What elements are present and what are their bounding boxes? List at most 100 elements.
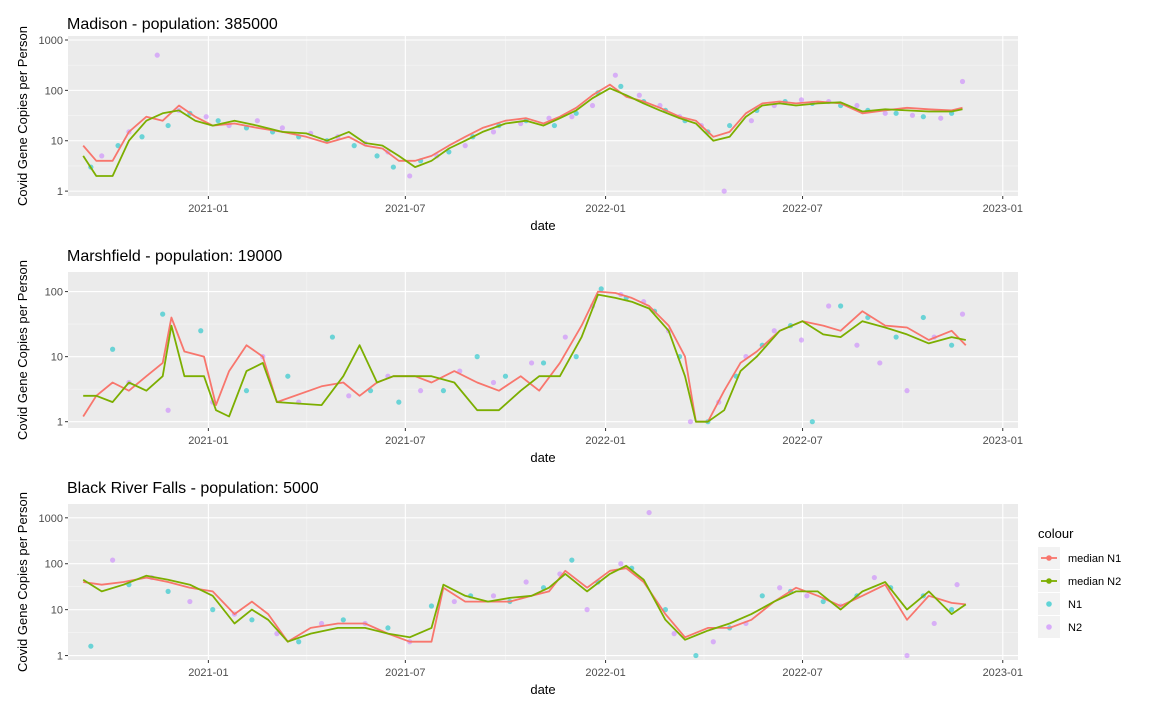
data-point-n1 <box>139 134 145 140</box>
data-point-n2 <box>165 407 171 413</box>
data-point-n1 <box>210 607 216 613</box>
data-point-n2 <box>584 607 590 613</box>
x-tick-label: 2023-01 <box>983 203 1023 215</box>
x-axis-label: date <box>530 218 555 233</box>
series-line-median-n2 <box>82 564 967 643</box>
data-point-n2 <box>346 393 352 399</box>
data-point-n2 <box>798 337 805 343</box>
y-axis-label: Covid Gene Copies per Person <box>15 260 30 440</box>
data-point-n1 <box>243 388 250 394</box>
x-tick-label: 2022-07 <box>782 667 822 679</box>
data-point-n2 <box>154 52 160 58</box>
data-point-n2 <box>417 388 424 394</box>
data-point-n2 <box>954 582 960 588</box>
x-tick-label: 2022-01 <box>585 203 625 215</box>
y-tick-label: 1 <box>57 651 63 663</box>
data-point-n1 <box>110 346 116 352</box>
legend-label: N1 <box>1068 599 1082 611</box>
data-point-n2 <box>854 342 860 348</box>
panel-title: Black River Falls - population: 5000 <box>67 480 319 497</box>
data-point-n1 <box>540 360 547 366</box>
data-point-n1 <box>474 354 480 360</box>
x-axis-label: date <box>530 682 555 697</box>
data-point-n2 <box>99 153 105 159</box>
data-point-n2 <box>203 114 209 120</box>
plot-background <box>68 504 1018 660</box>
x-tick-label: 2022-01 <box>585 667 625 679</box>
data-point-n2 <box>687 419 694 425</box>
y-tick-label: 1 <box>57 417 63 429</box>
data-point-n2 <box>636 92 642 98</box>
y-axis-label: Covid Gene Copies per Person <box>15 492 30 672</box>
data-point-n1 <box>446 149 452 155</box>
data-point-n2 <box>569 114 575 120</box>
y-axis-ticks: 1 10 100 <box>45 287 68 429</box>
data-point-n1 <box>440 388 447 394</box>
y-tick-label: 1000 <box>39 513 63 525</box>
x-axis-ticks: 2021-01 2021-07 2022-01 2022-07 2023-01 <box>188 428 1023 447</box>
data-point-n2 <box>854 102 860 109</box>
data-point-n1 <box>598 286 604 292</box>
grid-lines <box>68 272 1018 428</box>
legend-point-swatch <box>1046 578 1052 584</box>
x-tick-label: 2023-01 <box>983 667 1023 679</box>
data-point-n1 <box>573 110 579 116</box>
data-point-n1 <box>838 303 844 309</box>
panel-black-river-falls: Black River Falls - population: 5000 1 10… <box>15 480 1023 697</box>
data-point-n2 <box>826 303 832 309</box>
data-point-n2 <box>279 125 285 131</box>
data-point-n1 <box>893 110 899 116</box>
data-point-n1 <box>569 557 575 563</box>
data-point-n2 <box>710 639 716 645</box>
data-point-n2 <box>523 579 529 585</box>
data-point-n2 <box>562 334 568 340</box>
legend-items: median N1 median N2 N1 N2 <box>1038 547 1121 638</box>
x-tick-label: 2021-07 <box>385 435 425 447</box>
x-tick-label: 2023-01 <box>983 435 1023 447</box>
data-point-n2 <box>490 379 497 386</box>
data-point-n1 <box>573 354 579 360</box>
data-point-n2 <box>618 561 624 567</box>
data-point-n1 <box>920 314 926 321</box>
data-point-n1 <box>351 143 357 149</box>
grid-lines <box>68 504 1018 660</box>
legend-label: median N2 <box>1068 576 1121 588</box>
legend-point-swatch <box>1046 601 1052 607</box>
x-axis-ticks: 2021-01 2021-07 2022-01 2022-07 2023-01 <box>188 196 1023 215</box>
legend-point-swatch <box>1046 555 1052 561</box>
y-tick-label: 10 <box>51 605 63 617</box>
data-point-n1 <box>329 334 336 340</box>
data-point-n2 <box>451 598 457 605</box>
data-point-n2 <box>909 112 916 118</box>
panel-marshfield: Marshfield - population: 19000 1 10 100 20… <box>15 248 1023 465</box>
legend-point-swatch <box>1046 624 1052 630</box>
data-point-n1 <box>618 83 624 89</box>
data-point-n1 <box>551 122 558 129</box>
data-point-n2 <box>959 78 966 85</box>
y-tick-label: 10 <box>51 136 63 148</box>
data-point-n1 <box>390 164 396 170</box>
data-point-n1 <box>396 399 402 405</box>
data-point-n1 <box>160 311 166 317</box>
x-axis-ticks: 2021-01 2021-07 2022-01 2022-07 2023-01 <box>188 660 1023 679</box>
data-point-n1 <box>759 593 765 599</box>
legend: colour median N1 median N2 N1 N2 <box>1038 526 1121 638</box>
data-point-n1 <box>285 373 291 379</box>
data-point-n2 <box>771 328 777 334</box>
data-point-n2 <box>110 557 116 563</box>
series-line-median-n2 <box>83 293 966 423</box>
data-point-n2 <box>777 585 783 591</box>
data-point-n1 <box>88 643 94 649</box>
data-point-n2 <box>882 110 888 116</box>
data-point-n2 <box>871 574 877 581</box>
data-point-n2 <box>904 652 910 659</box>
data-point-n2 <box>490 593 497 599</box>
data-point-n1 <box>385 625 391 631</box>
data-point-n2 <box>931 620 937 627</box>
data-point-n2 <box>528 360 535 366</box>
data-point-n2 <box>187 598 193 605</box>
series-layer <box>82 52 966 194</box>
panel-madison: Madison - population: 385000 1101001000 … <box>15 16 1023 233</box>
data-point-n1 <box>296 639 302 645</box>
